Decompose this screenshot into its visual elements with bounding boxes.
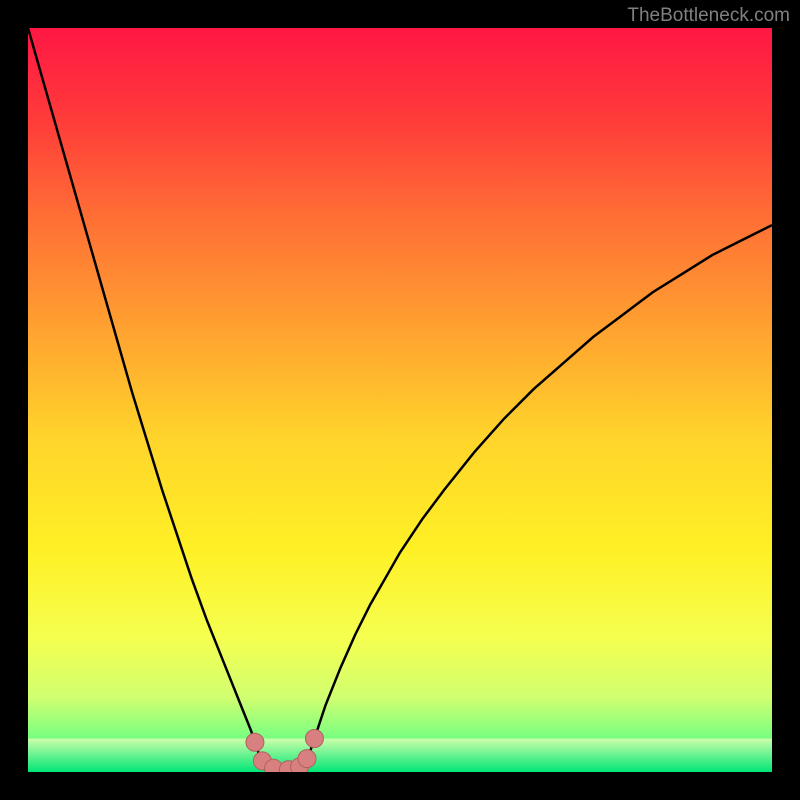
green-zone-band <box>28 739 772 772</box>
watermark-text: TheBottleneck.com <box>627 5 790 27</box>
bottleneck-chart <box>28 28 772 772</box>
chart-background <box>28 28 772 772</box>
chart-svg <box>28 28 772 772</box>
